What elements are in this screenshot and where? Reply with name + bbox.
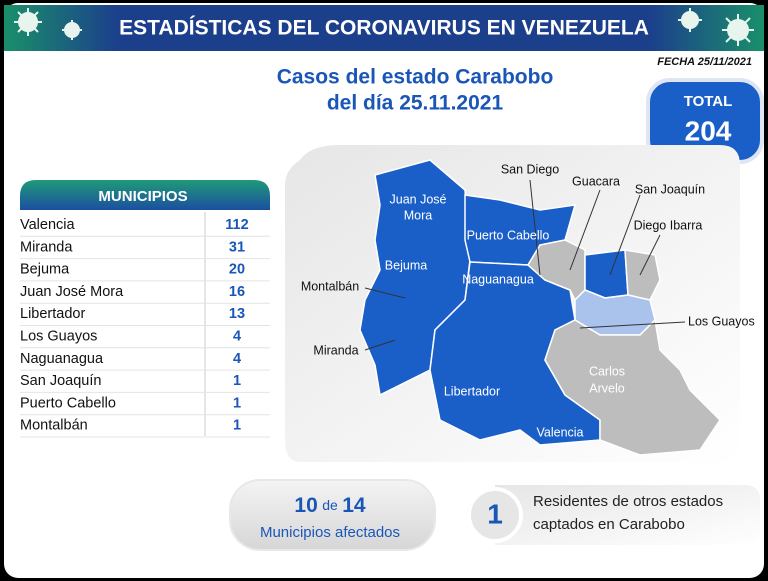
region	[584, 249, 629, 299]
residents-label: Residentes de otros estados	[533, 493, 723, 510]
map-label: Los Guayos	[688, 314, 755, 328]
region	[544, 318, 721, 456]
map-label: San Diego	[501, 162, 559, 176]
map-label: Carlos	[589, 364, 625, 378]
map-label: Mora	[404, 208, 433, 222]
residents-label: captados en Carabobo	[533, 516, 685, 533]
row-value: 31	[229, 239, 245, 255]
row-value: 13	[229, 306, 245, 322]
row-name: Los Guayos	[20, 328, 97, 344]
header-bar	[4, 5, 764, 51]
total-label: TOTAL	[684, 93, 733, 110]
row-value: 1	[233, 395, 241, 411]
row-value: 4	[233, 328, 241, 344]
row-name: Puerto Cabello	[20, 395, 116, 411]
map-label: Diego Ibarra	[634, 218, 703, 232]
map-label: Montalbán	[301, 279, 359, 293]
map	[359, 159, 721, 456]
map-label: Valencia	[536, 425, 583, 439]
row-name: Montalbán	[20, 418, 88, 434]
subtitle-line: Casos del estado Carabobo	[277, 66, 554, 89]
subtitle-line: del día 25.11.2021	[327, 92, 504, 115]
table-header-text: MUNICIPIOS	[98, 188, 187, 205]
of: 14	[342, 494, 366, 517]
residents-box	[495, 485, 760, 545]
map-label: Puerto Cabello	[467, 228, 550, 242]
residents-count: 1	[487, 498, 503, 529]
map-label: San Joaquín	[635, 182, 705, 196]
row-value: 20	[229, 262, 245, 278]
map-label: Bejuma	[385, 258, 427, 272]
map-leaders	[364, 179, 686, 351]
count: 10	[294, 494, 317, 517]
row-name: Juan José Mora	[20, 284, 124, 300]
virus-icons	[14, 8, 754, 46]
row-value: 1	[233, 373, 241, 389]
row-value: 16	[229, 284, 245, 300]
row-value: 4	[233, 351, 241, 367]
row-name: Bejuma	[20, 262, 70, 278]
row-value: 112	[225, 217, 248, 233]
map-label: Arvelo	[589, 381, 624, 395]
row-name: Libertador	[20, 306, 85, 322]
date: FECHA 25/11/2021	[657, 56, 752, 68]
map-label: Guacara	[572, 174, 620, 188]
row-name: Valencia	[20, 217, 75, 233]
row-name: Miranda	[20, 239, 73, 255]
residents-circle	[467, 487, 523, 543]
row-name: San Joaquín	[20, 373, 101, 389]
affected-count: 10 de 14	[294, 494, 366, 517]
map-label: Libertador	[444, 384, 500, 398]
map-label: Miranda	[313, 343, 358, 357]
header-title: ESTADÍSTICAS DEL CORONAVIRUS EN VENEZUEL…	[119, 17, 649, 40]
row-value: 1	[233, 418, 241, 434]
table-header	[20, 180, 270, 210]
map-label: Naguanagua	[462, 272, 534, 286]
connector: de	[322, 497, 338, 513]
affected-box	[229, 479, 436, 551]
map-label: Juan José	[390, 192, 447, 206]
row-name: Naguanagua	[20, 351, 104, 367]
affected-label: Municipios afectados	[260, 524, 400, 541]
total-value: 204	[685, 115, 732, 146]
table-rows: Valencia 112 Miranda 31 Bejuma 20 Juan José Mo…	[20, 217, 270, 438]
